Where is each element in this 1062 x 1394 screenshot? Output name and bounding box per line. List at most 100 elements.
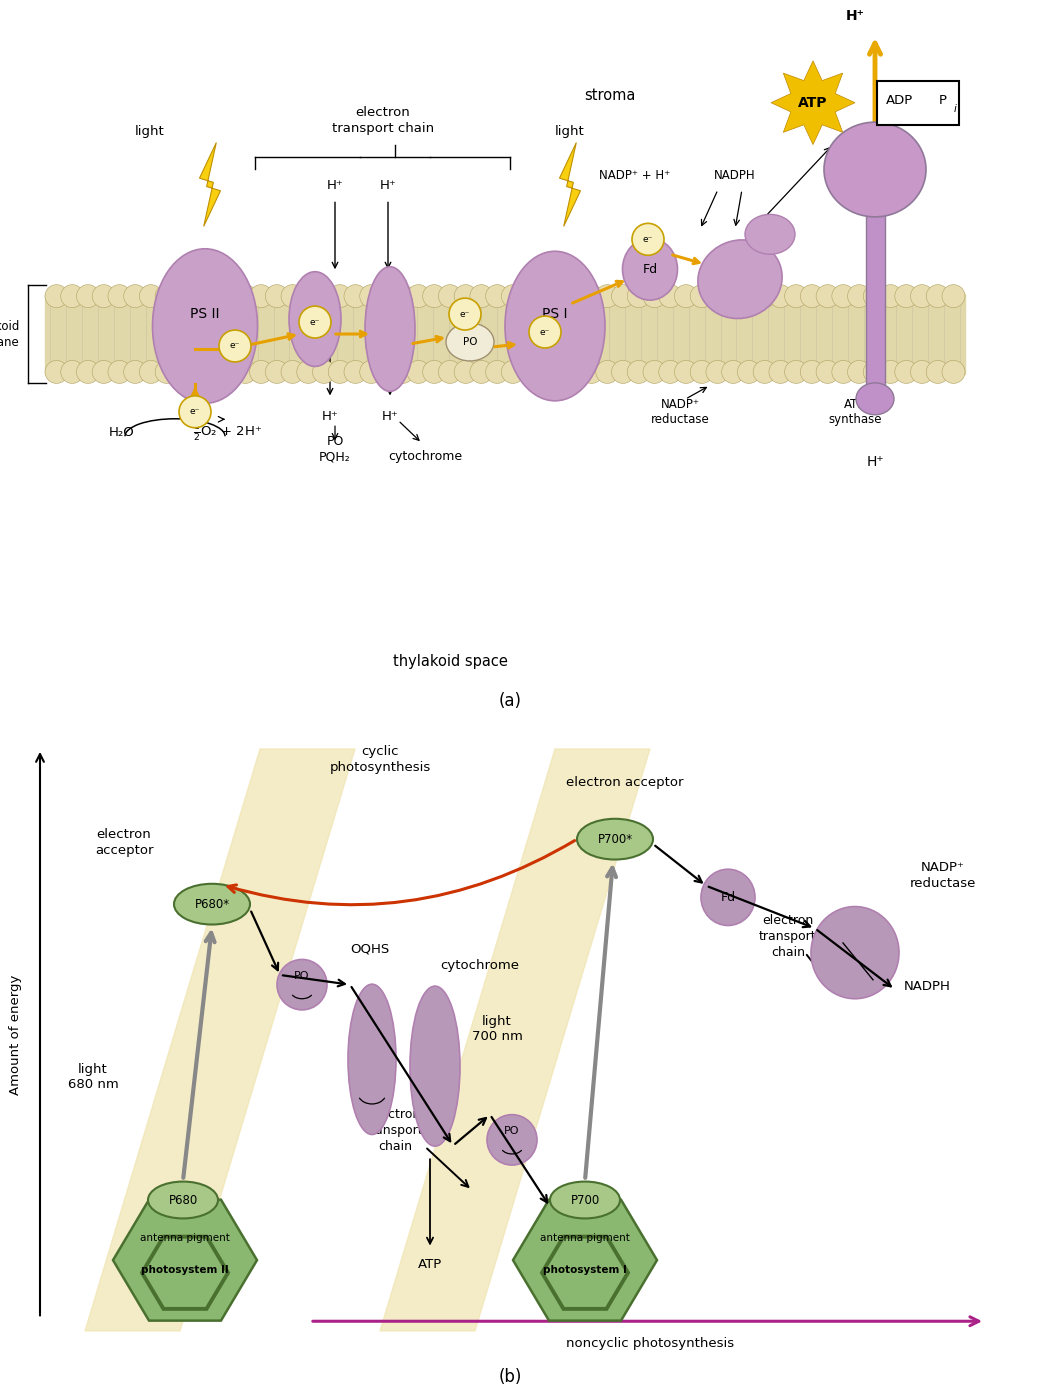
Ellipse shape (577, 818, 653, 860)
Ellipse shape (701, 870, 755, 926)
Text: cyclic
photosynthesis: cyclic photosynthesis (329, 746, 430, 774)
Text: P680: P680 (169, 1193, 198, 1206)
Text: e⁻: e⁻ (229, 342, 240, 350)
Text: PO
PQH₂: PO PQH₂ (319, 435, 350, 463)
Circle shape (45, 284, 68, 308)
Circle shape (219, 330, 251, 362)
Circle shape (407, 284, 430, 308)
Circle shape (501, 361, 525, 383)
Circle shape (61, 284, 84, 308)
Circle shape (658, 361, 682, 383)
Ellipse shape (174, 884, 250, 924)
Circle shape (706, 284, 729, 308)
Polygon shape (113, 1200, 257, 1320)
Text: P700*: P700* (598, 832, 633, 846)
Ellipse shape (550, 1182, 620, 1218)
Bar (45, 294, 965, 374)
Circle shape (529, 316, 561, 348)
Circle shape (832, 284, 855, 308)
Text: (b): (b) (498, 1369, 521, 1387)
Circle shape (281, 361, 304, 383)
Circle shape (391, 284, 414, 308)
Text: OQHS: OQHS (350, 942, 390, 956)
Ellipse shape (746, 215, 795, 254)
Ellipse shape (698, 240, 782, 318)
Circle shape (596, 284, 619, 308)
Ellipse shape (348, 984, 396, 1135)
Text: H⁺: H⁺ (867, 456, 884, 470)
Circle shape (632, 223, 664, 255)
Circle shape (344, 361, 367, 383)
Polygon shape (85, 749, 355, 1331)
Circle shape (281, 284, 304, 308)
Text: e⁻: e⁻ (310, 318, 320, 326)
Text: photosystem II: photosystem II (141, 1264, 229, 1274)
Text: light: light (135, 124, 165, 138)
Circle shape (423, 284, 446, 308)
Circle shape (596, 361, 619, 383)
Text: NADP⁺
reductase: NADP⁺ reductase (910, 860, 976, 889)
Circle shape (469, 284, 493, 308)
Circle shape (171, 361, 194, 383)
Circle shape (344, 284, 367, 308)
Circle shape (895, 361, 918, 383)
Ellipse shape (148, 1182, 218, 1218)
Text: light
700 nm: light 700 nm (472, 1015, 523, 1043)
Circle shape (234, 284, 257, 308)
Circle shape (769, 361, 792, 383)
Circle shape (296, 284, 320, 308)
Text: P680*: P680* (194, 898, 229, 910)
Circle shape (753, 361, 776, 383)
Circle shape (737, 284, 760, 308)
Circle shape (92, 361, 115, 383)
Circle shape (769, 284, 792, 308)
Text: antenna pigment: antenna pigment (140, 1232, 230, 1242)
Text: e⁻: e⁻ (190, 407, 201, 417)
Circle shape (847, 361, 871, 383)
Text: NADP⁺
reductase: NADP⁺ reductase (651, 399, 709, 427)
Circle shape (407, 361, 430, 383)
Circle shape (674, 361, 698, 383)
Circle shape (391, 361, 414, 383)
Circle shape (469, 361, 493, 383)
Circle shape (706, 361, 729, 383)
Text: cytochrome: cytochrome (441, 959, 519, 972)
Text: Fd: Fd (720, 891, 736, 903)
Circle shape (376, 361, 398, 383)
Text: H₂O: H₂O (109, 427, 135, 439)
Circle shape (187, 284, 209, 308)
Ellipse shape (365, 266, 415, 392)
Circle shape (250, 361, 273, 383)
Bar (866, 206, 885, 406)
Circle shape (376, 284, 398, 308)
Circle shape (847, 284, 871, 308)
Text: electron
acceptor: electron acceptor (95, 828, 153, 857)
Circle shape (299, 307, 331, 337)
Circle shape (879, 361, 902, 383)
Text: H⁺: H⁺ (379, 180, 396, 192)
Circle shape (179, 396, 211, 428)
Polygon shape (380, 749, 650, 1331)
Circle shape (612, 361, 634, 383)
Circle shape (722, 284, 744, 308)
Circle shape (108, 284, 131, 308)
Circle shape (832, 361, 855, 383)
Text: electron
transport
chain: electron transport chain (366, 1108, 424, 1153)
Text: (a): (a) (498, 691, 521, 710)
Circle shape (155, 284, 178, 308)
Circle shape (76, 361, 100, 383)
Text: e⁻: e⁻ (643, 234, 653, 244)
Ellipse shape (856, 383, 894, 415)
Text: PS II: PS II (190, 307, 220, 321)
Circle shape (139, 284, 162, 308)
Ellipse shape (622, 238, 678, 300)
Circle shape (517, 284, 541, 308)
Text: PS I: PS I (543, 307, 568, 321)
Circle shape (926, 284, 949, 308)
Circle shape (517, 361, 541, 383)
Circle shape (801, 284, 823, 308)
Circle shape (816, 284, 839, 308)
Circle shape (218, 361, 241, 383)
Circle shape (108, 361, 131, 383)
Ellipse shape (289, 272, 341, 367)
